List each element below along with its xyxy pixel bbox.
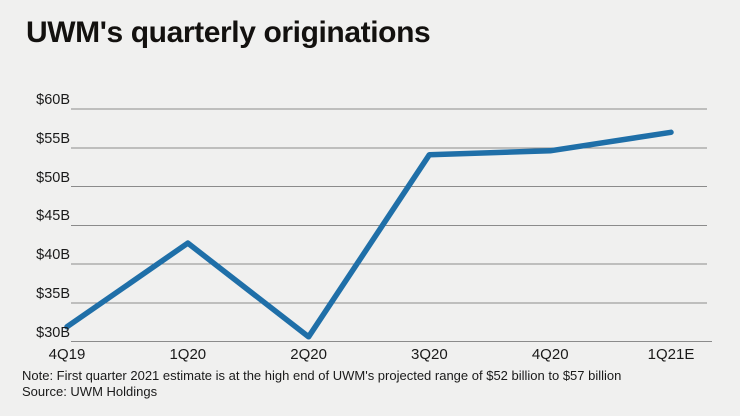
y-axis-tick-label: $35B [36, 285, 70, 302]
x-axis-tick-label: 2Q20 [290, 346, 327, 363]
y-axis-tick-label: $30B [36, 324, 70, 341]
originations-line-series [64, 129, 674, 340]
footnote-source: Source: UWM Holdings [22, 384, 158, 399]
x-axis-tick-label: 4Q20 [531, 346, 569, 363]
footnote-note: Note: First quarter 2021 estimate is at … [22, 368, 622, 383]
x-axis: 4Q19 1Q20 2Q20 3Q20 4Q20 1Q21E [0, 346, 740, 368]
y-axis-tick-label: $45B [36, 208, 70, 225]
x-axis-tick-label: 3Q20 [411, 346, 448, 363]
x-axis-tick-label: 1Q20 [169, 346, 207, 363]
x-axis-tick-label: 1Q21E [647, 346, 695, 363]
y-axis-tick-label: $50B [36, 169, 70, 186]
y-axis-tick-label: $40B [36, 247, 70, 263]
y-axis-tick-label: $55B [36, 130, 70, 147]
footnote-block: Note: First quarter 2021 estimate is at … [22, 368, 722, 400]
gridlines-group [71, 108, 712, 342]
x-axis-tick-label: 4Q19 [48, 346, 86, 363]
page-title: UWM's quarterly originations [26, 16, 431, 49]
y-axis: $30B $35B $40B $45B $50B $55B $60B [14, 0, 70, 416]
y-axis-tick-label: $60B [36, 92, 70, 108]
